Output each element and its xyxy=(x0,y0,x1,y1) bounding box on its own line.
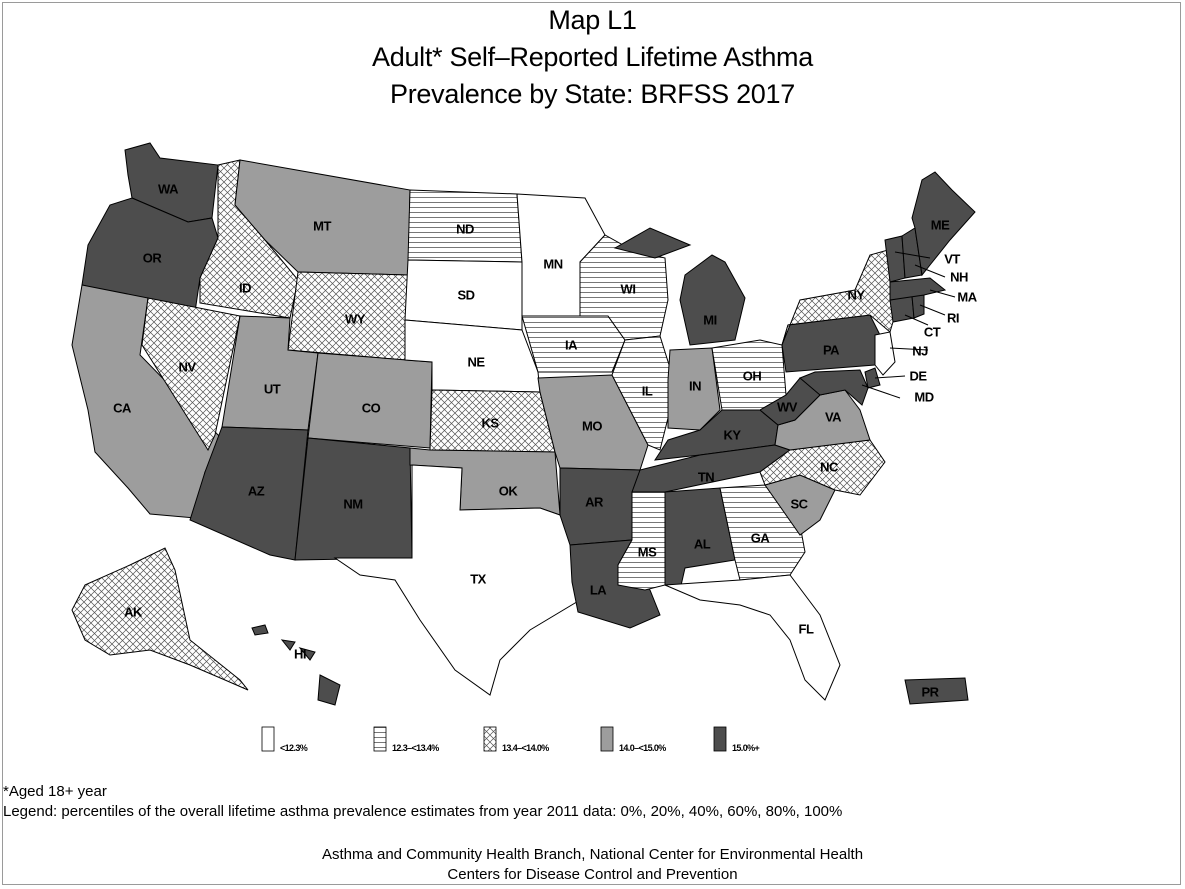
leader-line-vt xyxy=(894,251,931,259)
leader-line-md xyxy=(861,384,901,399)
state-label-pr: PR xyxy=(921,684,939,699)
state-label-wy: WY xyxy=(345,311,366,326)
leader-line-ri xyxy=(919,304,946,316)
state-label-ms: MS xyxy=(638,544,657,559)
state-labels: WA OR CA NV ID MT WY UT AZ CO NM ND SD NE KS OK TX MN IA MO… xyxy=(113,181,978,699)
state-label-sc: SC xyxy=(790,496,808,511)
state-label-fl: FL xyxy=(799,621,814,636)
legend-swatch-3 xyxy=(483,726,497,752)
state-label-ri: RI xyxy=(947,310,959,325)
state-label-ne: NE xyxy=(467,354,485,369)
state-label-wa: WA xyxy=(158,181,179,196)
state-wi xyxy=(579,234,669,341)
state-label-tx: TX xyxy=(470,571,486,586)
state-label-nh: NH xyxy=(950,269,968,284)
state-label-ca: CA xyxy=(113,400,132,415)
footnote-age: *Aged 18+ year xyxy=(3,783,107,800)
legend-label-4: 14.0–<15.0% xyxy=(619,743,666,753)
legend-swatch-2 xyxy=(373,726,387,752)
state-label-nd: ND xyxy=(456,221,474,236)
state-label-tn: TN xyxy=(698,469,714,484)
state-label-nj: NJ xyxy=(912,343,928,358)
leader-line-ct xyxy=(904,314,929,326)
state-ma xyxy=(889,277,947,301)
state-mi xyxy=(613,227,746,346)
state-label-ky: KY xyxy=(723,427,741,442)
legend-swatch-5 xyxy=(713,726,727,752)
state-label-md: MD xyxy=(914,389,933,404)
state-ak xyxy=(71,547,249,691)
legend-label-2: 12.3–<13.4% xyxy=(392,743,439,753)
state-label-ma: MA xyxy=(957,289,977,304)
state-label-ks: KS xyxy=(481,415,499,430)
state-label-mo: MO xyxy=(582,418,602,433)
state-label-de: DE xyxy=(909,368,927,383)
state-label-ut: UT xyxy=(264,381,281,396)
map-title-line-1: Map L1 xyxy=(548,5,637,35)
state-pr xyxy=(904,677,969,705)
state-label-co: CO xyxy=(362,400,381,415)
state-az xyxy=(189,426,309,561)
map-title-line-2: Adult* Self–Reported Lifetime Asthma xyxy=(372,42,813,72)
state-label-in: IN xyxy=(689,378,701,393)
state-de xyxy=(864,367,881,389)
state-label-nv: NV xyxy=(178,359,196,374)
state-label-ak: AK xyxy=(124,604,143,619)
state-tx xyxy=(333,464,581,696)
state-label-ct: CT xyxy=(924,324,941,339)
state-label-me: ME xyxy=(931,217,950,232)
state-label-hi: HI xyxy=(294,646,306,661)
state-ca xyxy=(71,284,226,519)
state-label-az: AZ xyxy=(248,483,265,498)
leader-line-de xyxy=(874,375,906,379)
state-label-ny: NY xyxy=(847,287,865,302)
state-hi xyxy=(251,624,341,706)
map-title-line-3: Prevalence by State: BRFSS 2017 xyxy=(390,79,795,109)
credit-cdc: Centers for Disease Control and Preventi… xyxy=(447,866,738,883)
legend-label-1: <12.3% xyxy=(280,743,308,753)
legend-swatch-1 xyxy=(261,726,275,752)
credit-branch: Asthma and Community Health Branch, Nati… xyxy=(321,846,864,863)
state-label-ia: IA xyxy=(565,337,578,352)
state-label-mn: MN xyxy=(543,256,562,271)
state-label-or: OR xyxy=(143,250,163,265)
leader-line-nj xyxy=(889,347,929,351)
leader-line-ma xyxy=(929,289,956,298)
state-label-nm: NM xyxy=(343,496,362,511)
legend-swatch-4 xyxy=(600,726,614,752)
state-label-al: AL xyxy=(694,536,711,551)
state-label-vt: VT xyxy=(944,251,960,266)
state-label-va: VA xyxy=(825,409,842,424)
state-label-ok: OK xyxy=(499,483,519,498)
state-il xyxy=(611,335,671,451)
state-me xyxy=(911,171,976,277)
label-leader-lines xyxy=(861,251,956,399)
leader-line-nh xyxy=(914,264,946,278)
state-label-pa: PA xyxy=(823,342,840,357)
state-label-sd: SD xyxy=(457,287,474,302)
state-label-ar: AR xyxy=(585,494,604,509)
state-nj xyxy=(874,331,896,376)
legend: <12.3% 12.3–<13.4% 13.4–<14.0% 14.0–<15.0% 1… xyxy=(261,726,760,753)
state-nv xyxy=(141,297,241,452)
state-label-mi: MI xyxy=(703,312,716,327)
state-label-il: IL xyxy=(642,383,653,398)
state-label-oh: OH xyxy=(743,368,762,383)
state-label-wi: WI xyxy=(621,281,636,296)
state-fl xyxy=(664,574,841,701)
state-label-la: LA xyxy=(590,582,607,597)
footnote-legend-note: Legend: percentiles of the overall lifet… xyxy=(3,803,843,820)
state-label-wv: WV xyxy=(777,399,798,414)
state-md xyxy=(799,369,869,406)
state-label-id: ID xyxy=(239,280,251,295)
legend-label-5: 15.0%+ xyxy=(732,743,760,753)
state-ri xyxy=(911,294,925,319)
legend-label-3: 13.4–<14.0% xyxy=(502,743,549,753)
states-layer xyxy=(71,142,976,706)
state-label-nc: NC xyxy=(820,459,839,474)
state-label-ga: GA xyxy=(751,530,771,545)
state-label-mt: MT xyxy=(313,218,331,233)
